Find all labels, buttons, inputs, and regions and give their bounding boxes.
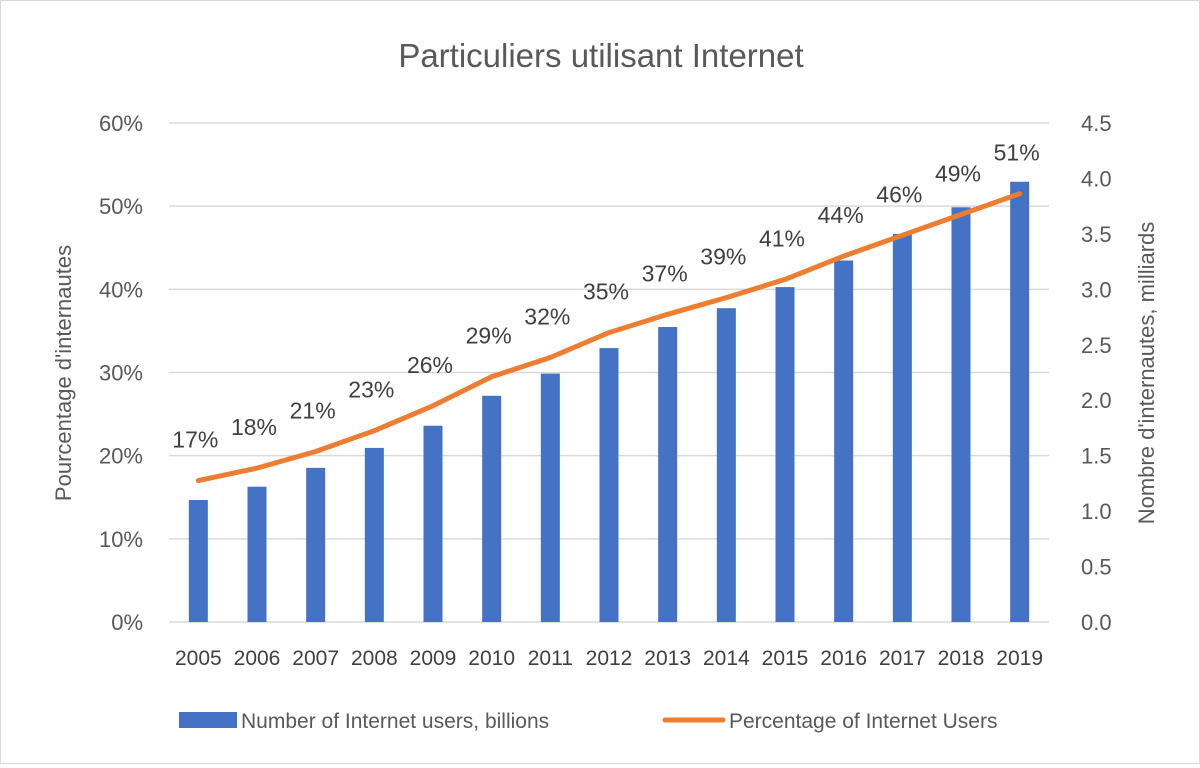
y2-tick-label: 1.5 xyxy=(1081,444,1112,469)
legend-label-bars: Number of Internet users, billions xyxy=(241,710,549,733)
data-label: 17% xyxy=(172,427,218,453)
y2-tick-label: 0.5 xyxy=(1081,555,1112,580)
x-tick-label: 2013 xyxy=(644,647,691,670)
y-axis-label: Pourcentage d'internautes xyxy=(51,245,76,501)
data-label: 44% xyxy=(818,202,864,228)
y-tick-label: 0% xyxy=(111,610,143,635)
bar xyxy=(1010,181,1030,622)
y-tick-label: 60% xyxy=(99,111,143,136)
x-tick-label: 2019 xyxy=(996,647,1043,670)
y-tick-label: 40% xyxy=(99,277,143,302)
bar xyxy=(892,233,912,622)
bar xyxy=(247,486,267,622)
x-tick-label: 2017 xyxy=(879,647,926,670)
data-label: 46% xyxy=(876,181,922,207)
data-label: 51% xyxy=(994,140,1040,166)
bar xyxy=(482,395,502,622)
x-tick-label: 2006 xyxy=(234,647,281,670)
data-label: 18% xyxy=(231,414,277,440)
y2-axis-label: Nombre d'internautes, milliards xyxy=(1134,222,1159,525)
y-tick-label: 20% xyxy=(99,444,143,469)
data-label: 21% xyxy=(290,398,336,424)
x-tick-label: 2012 xyxy=(586,647,633,670)
x-tick-label: 2018 xyxy=(938,647,985,670)
y2-tick-label: 2.0 xyxy=(1081,388,1112,413)
bar xyxy=(599,348,619,622)
x-tick-label: 2005 xyxy=(175,647,222,670)
x-tick-label: 2009 xyxy=(410,647,457,670)
data-label: 29% xyxy=(466,323,512,349)
x-tick-label: 2007 xyxy=(292,647,339,670)
bar xyxy=(834,260,854,622)
series-line xyxy=(195,191,1023,484)
x-tick-label: 2016 xyxy=(820,647,867,670)
y-tick-label: 10% xyxy=(99,527,143,552)
data-labels: 17% 18% 21% 23% 26% 29% 32% 35% 37% 39% 41% 44% 46% 4… xyxy=(172,140,1039,453)
bar xyxy=(951,207,971,622)
bars xyxy=(188,181,1030,622)
y2-tick-label: 0.0 xyxy=(1081,610,1112,635)
bar xyxy=(775,287,795,622)
y2-axis-ticks: 0.0 0.5 1.0 1.5 2.0 2.5 3.0 3.5 4.0 4.5 xyxy=(1081,111,1112,635)
x-tick-label: 2008 xyxy=(351,647,398,670)
x-tick-label: 2011 xyxy=(528,647,573,670)
y-axis-ticks: 0% 10% 20% 30% 40% 50% 60% xyxy=(99,111,143,635)
y2-tick-label: 1.0 xyxy=(1081,499,1112,524)
y2-tick-label: 3.5 xyxy=(1081,222,1112,247)
bar xyxy=(306,467,326,622)
legend: Number of Internet users, billions Perce… xyxy=(179,710,997,733)
data-label: 39% xyxy=(700,244,746,270)
y2-tick-label: 2.5 xyxy=(1081,333,1112,358)
data-label: 35% xyxy=(583,279,629,305)
data-label: 37% xyxy=(642,260,688,286)
y2-tick-label: 4.0 xyxy=(1081,166,1112,191)
chart-title: Particuliers utilisant Internet xyxy=(398,37,803,74)
y-tick-label: 50% xyxy=(99,194,143,219)
bar xyxy=(188,500,208,622)
bar xyxy=(658,327,678,622)
legend-swatch-bars xyxy=(179,712,237,728)
x-tick-label: 2010 xyxy=(468,647,515,670)
data-label: 32% xyxy=(524,304,570,330)
y2-tick-label: 3.0 xyxy=(1081,277,1112,302)
y-tick-label: 30% xyxy=(99,361,143,386)
x-tick-label: 2015 xyxy=(762,647,809,670)
data-label: 41% xyxy=(759,225,805,251)
bar xyxy=(364,447,384,622)
bar xyxy=(423,425,443,622)
bar xyxy=(716,308,736,622)
data-label: 49% xyxy=(935,160,981,186)
data-label: 26% xyxy=(407,352,453,378)
x-tick-label: 2014 xyxy=(703,647,750,670)
data-label: 23% xyxy=(348,377,394,403)
line-series xyxy=(195,191,1023,484)
bar xyxy=(540,373,560,622)
legend-label-line: Percentage of Internet Users xyxy=(729,710,997,733)
x-axis-ticks: 2005 2006 2007 2008 2009 2010 2011 2012 2013 2014… xyxy=(175,647,1043,670)
y2-tick-label: 4.5 xyxy=(1081,111,1112,136)
